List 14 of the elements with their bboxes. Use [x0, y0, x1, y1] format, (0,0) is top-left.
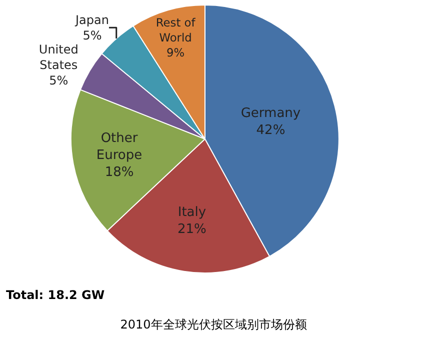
slice-label: Other Europe: [96, 130, 142, 163]
slice-label: Japan: [74, 12, 109, 27]
data-label: 42%: [256, 123, 286, 138]
data-label: 9%: [166, 45, 185, 60]
slice-label: Rest of World: [156, 16, 196, 45]
slice-label: Italy: [178, 205, 206, 220]
data-label: 5%: [49, 74, 68, 88]
data-label: 21%: [178, 222, 206, 237]
text: Total: 18.2 GW: [6, 288, 105, 302]
text: 2010年全球光伏按区域别市场份额: [120, 318, 307, 332]
slice-label: United States: [38, 42, 78, 72]
data-label: 5%: [82, 28, 102, 42]
slice-label: Germany: [240, 106, 301, 122]
data-label: 18%: [104, 164, 134, 180]
